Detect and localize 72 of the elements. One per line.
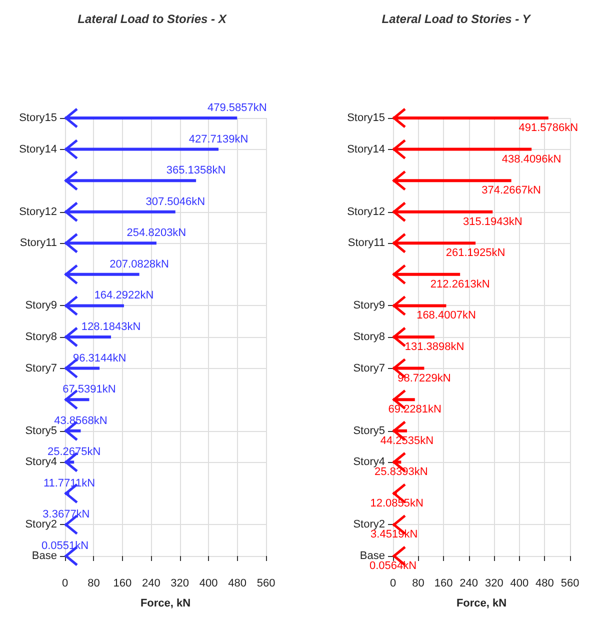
x-tick-label: 80	[88, 578, 100, 590]
x-tick-label: 560	[256, 578, 276, 590]
x-tick-label: 400	[199, 578, 218, 590]
data-label: 438.4096kN	[502, 153, 562, 166]
data-label: 479.5857kN	[207, 102, 267, 114]
data-label: 43.8568kN	[54, 414, 108, 427]
y-tick-label: Story5	[353, 424, 385, 437]
x-tick-label: 160	[113, 578, 132, 590]
x-tick-label: 320	[484, 578, 504, 590]
y-tick-label: Story4	[353, 456, 385, 468]
y-tick-label: Story12	[19, 206, 57, 218]
y-tick-label: Story8	[353, 331, 385, 343]
data-label: 261.1925kN	[446, 247, 506, 260]
data-label: 365.1358kN	[166, 164, 226, 177]
data-label: 128.1843kN	[81, 321, 141, 333]
x-tick-label: 80	[412, 578, 424, 590]
x-tick-label: 560	[560, 578, 580, 590]
x-axis-title: Force, kN	[140, 598, 191, 610]
y-tick-label: Story12	[347, 206, 385, 218]
x-tick-label: 0	[62, 578, 68, 590]
x-tick-label: 400	[510, 578, 529, 590]
data-label: 25.8393kN	[374, 466, 428, 478]
data-label: 12.0855kN	[370, 497, 424, 510]
y-tick-label: Story11	[20, 237, 57, 250]
y-tick-label: Story2	[353, 518, 385, 531]
chart-title: Lateral Load to Stories - X	[78, 12, 228, 26]
data-label: 3.3677kN	[42, 508, 90, 521]
x-tick-label: 480	[228, 578, 246, 590]
data-label: 427.7139kN	[188, 133, 248, 146]
y-tick-label: Story11	[348, 237, 385, 250]
y-tick-label: Story5	[25, 424, 57, 437]
y-tick-label: Story14	[347, 143, 385, 156]
data-label: 0.0564kN	[369, 560, 417, 572]
y-tick-label: Base	[32, 550, 57, 562]
x-tick-label: 320	[170, 578, 190, 590]
y-tick-label: Base	[360, 550, 385, 562]
data-label: 168.4007kN	[416, 310, 476, 322]
data-label: 0.0551kN	[41, 540, 89, 552]
x-axis-title: Force, kN	[456, 598, 507, 610]
data-label: 3.4519kN	[370, 528, 418, 541]
x-tick-label: 240	[460, 578, 478, 590]
y-tick-label: Story7	[353, 362, 385, 374]
y-tick-label: Story8	[25, 331, 57, 343]
x-tick-label: 0	[390, 578, 396, 590]
x-tick-label: 480	[536, 578, 554, 590]
y-tick-label: Story15	[347, 112, 385, 124]
y-tick-label: Story2	[25, 518, 57, 531]
data-label: 315.1943kN	[462, 216, 522, 228]
data-label: 212.2613kN	[430, 278, 490, 290]
y-tick-label: Story14	[19, 143, 57, 156]
data-label: 254.8203kN	[126, 227, 186, 240]
x-tick-label: 160	[434, 578, 453, 590]
data-label: 307.5046kN	[146, 196, 206, 208]
y-tick-label: Story7	[25, 362, 57, 374]
data-label: 131.3898kN	[404, 341, 464, 353]
data-label: 98.7229kN	[398, 372, 451, 384]
data-label: 491.5786kN	[518, 122, 578, 134]
data-label: 207.0828kN	[110, 258, 170, 270]
data-label: 11.7711kN	[43, 477, 96, 490]
y-tick-label: Story9	[25, 300, 57, 312]
data-label: 374.2667kN	[482, 184, 542, 197]
data-label: 164.2922kN	[94, 290, 154, 302]
y-tick-label: Story15	[19, 112, 57, 124]
data-label: 67.5391kN	[62, 384, 116, 396]
y-tick-label: Story4	[25, 456, 57, 468]
data-label: 44.2535kN	[380, 434, 434, 447]
y-tick-label: Story9	[353, 300, 385, 312]
data-label: 96.3144kN	[72, 352, 126, 364]
chart-title: Lateral Load to Stories - Y	[382, 12, 532, 26]
x-tick-label: 240	[142, 578, 160, 590]
data-label: 25.2675kN	[47, 446, 101, 458]
data-label: 69.2281kN	[388, 404, 442, 416]
